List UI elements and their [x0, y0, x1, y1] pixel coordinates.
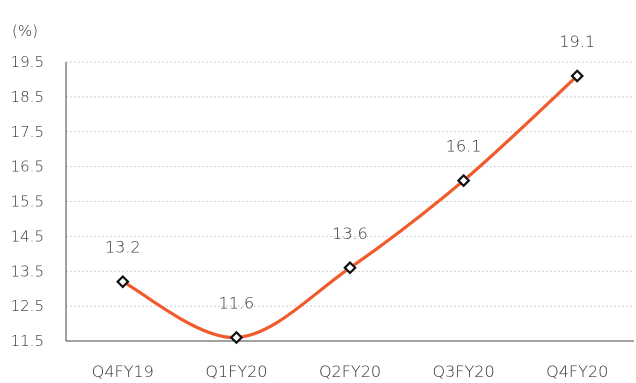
y-tick-label: 17.5 — [11, 123, 44, 141]
x-tick-label: Q1FY20 — [205, 362, 267, 381]
data-point-marker — [456, 173, 471, 188]
data-labels: 13.2 11.6 13.6 16.1 19.1 — [105, 32, 595, 313]
axes: (%) — [12, 22, 634, 342]
x-tick-label: Q3FY20 — [433, 362, 495, 381]
x-tick-label: Q4FY20 — [546, 362, 608, 381]
data-point-marker — [116, 274, 130, 289]
y-tick-label: 18.5 — [11, 88, 44, 106]
y-tick-label: 16.5 — [11, 158, 44, 176]
y-tick-label: 14.5 — [11, 227, 44, 245]
y-tick-label: 13.5 — [11, 262, 44, 280]
x-axis-ticks: Q4FY19 Q1FY20 Q2FY20 Q3FY20 Q4FY20 — [92, 362, 609, 381]
series-line — [121, 74, 579, 340]
data-point-marker — [229, 330, 244, 345]
data-label: 16.1 — [446, 137, 482, 156]
y-axis-unit-label: (%) — [12, 22, 38, 40]
y-tick-label: 11.5 — [11, 332, 44, 350]
data-label: 13.2 — [105, 238, 141, 257]
data-label: 13.6 — [332, 224, 368, 243]
y-tick-label: 12.5 — [11, 297, 44, 315]
x-tick-label: Q4FY19 — [92, 362, 154, 381]
y-tick-label: 19.5 — [11, 53, 44, 71]
data-label: 19.1 — [559, 32, 595, 51]
y-axis-ticks: 11.5 12.5 13.5 14.5 15.5 16.5 17.5 18.5 19.5 — [11, 53, 44, 350]
data-point-marker — [570, 69, 584, 83]
series — [121, 74, 579, 340]
y-tick-label: 15.5 — [11, 193, 44, 211]
markers — [116, 69, 584, 345]
data-label: 11.6 — [219, 294, 255, 313]
x-tick-label: Q2FY20 — [319, 362, 381, 381]
data-point-marker — [343, 261, 357, 275]
